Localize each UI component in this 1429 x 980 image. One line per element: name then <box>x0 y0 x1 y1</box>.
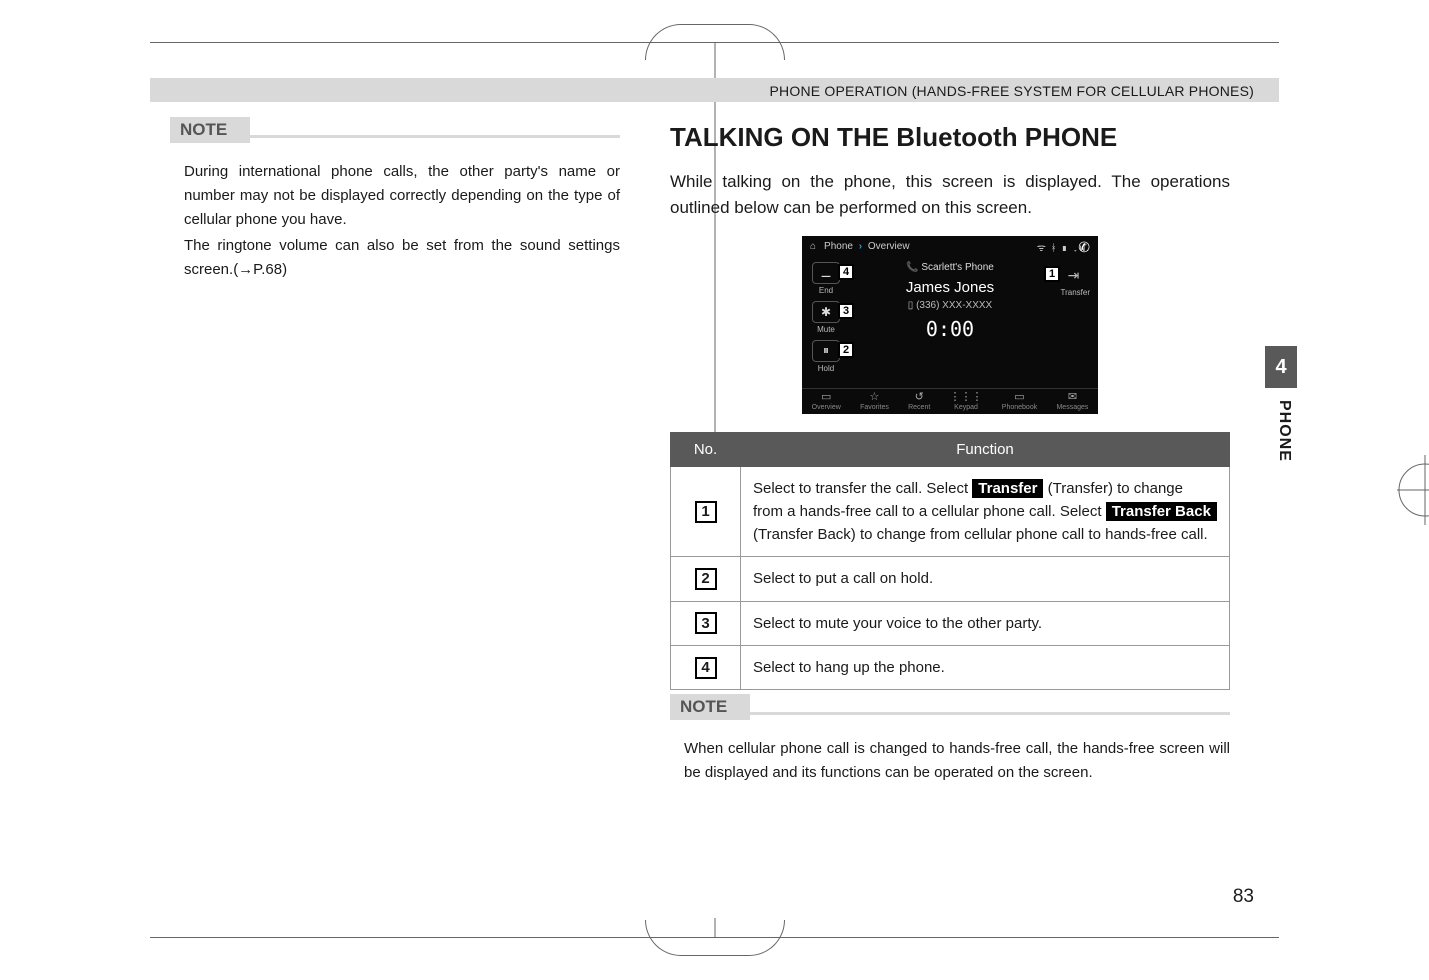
tab-icon: ↺ <box>908 392 930 403</box>
text: (Transfer Back) to change from cellular … <box>753 526 1208 543</box>
tab-icon: ▭ <box>812 392 841 403</box>
phone-screenshot: ⌂ Phone › Overview ᯤ ᚼ ▮ ₊ıl. ✆ ⚊ 4 End … <box>802 236 1098 414</box>
page-title: TALKING ON THE Bluetooth PHONE <box>670 122 1230 153</box>
screenshot-topbar: ⌂ Phone › Overview ᯤ ᚼ ▮ ₊ıl. ✆ <box>802 236 1098 258</box>
transfer-label: Transfer <box>1061 288 1091 297</box>
crop-line-top <box>150 42 1279 43</box>
left-column: NOTE During international phone calls, t… <box>170 135 620 284</box>
tab-icon: ☆ <box>860 392 889 403</box>
row-num: 2 <box>695 568 717 590</box>
table-row: 4 Select to hang up the phone. <box>671 645 1230 689</box>
phone-icon: ▯ <box>908 300 916 311</box>
caller-number: (336) XXX-XXXX <box>916 300 992 311</box>
note-body-right: When cellular phone call is changed to h… <box>670 737 1230 785</box>
col-func: Function <box>741 432 1230 466</box>
button-label: Transfer <box>972 479 1043 498</box>
note-label: NOTE <box>170 117 250 143</box>
hold-label: Hold <box>818 364 834 373</box>
tab-favorites: ☆Favorites <box>860 392 889 411</box>
transfer-icon: ⇥ <box>1061 266 1087 286</box>
tab-icon: ▭ <box>1002 392 1037 403</box>
tab-label: Keypad <box>954 404 978 411</box>
row-desc: Select to transfer the call. Select Tran… <box>741 466 1230 557</box>
tab-icon: ⋮⋮⋮ <box>950 392 983 403</box>
crop-mark-bottom <box>645 920 785 956</box>
breadcrumb: Phone › Overview <box>824 241 910 252</box>
callout-4: 4 <box>838 264 854 280</box>
crumb-b: Overview <box>868 241 910 252</box>
tab-messages: ✉Messages <box>1056 392 1088 411</box>
callout-3: 3 <box>838 303 854 319</box>
tab-icon: ✉ <box>1056 392 1088 403</box>
note-line: The ringtone volume can also be set from… <box>184 234 620 282</box>
table-row: 1 Select to transfer the call. Select Tr… <box>671 466 1230 557</box>
table-row: 2 Select to put a call on hold. <box>671 557 1230 601</box>
note-body-left: During international phone calls, the ot… <box>170 160 620 282</box>
tab-label: Recent <box>908 404 930 411</box>
row-desc: Select to hang up the phone. <box>741 645 1230 689</box>
home-icon: ⌂ <box>810 241 816 252</box>
tab-label: Favorites <box>860 404 889 411</box>
hold-button: ⏸ 2 Hold <box>808 340 844 373</box>
callout-2: 2 <box>838 342 854 358</box>
button-label: Transfer Back <box>1106 502 1217 521</box>
right-column: TALKING ON THE Bluetooth PHONE While tal… <box>670 122 1230 787</box>
table-row: 3 Select to mute your voice to the other… <box>671 601 1230 645</box>
crop-line-bottom <box>150 937 1279 938</box>
transfer-button: 1 ⇥ Transfer <box>1061 266 1091 297</box>
callout-1: 1 <box>1044 266 1060 282</box>
tab-overview: ▭Overview <box>812 392 841 411</box>
note-line: During international phone calls, the ot… <box>184 160 620 232</box>
row-desc: Select to mute your voice to the other p… <box>741 601 1230 645</box>
screenshot-tabs: ▭Overview ☆Favorites ↺Recent ⋮⋮⋮Keypad ▭… <box>802 388 1098 414</box>
hold-icon: ⏸ <box>812 340 840 362</box>
tab-label: Overview <box>812 404 841 411</box>
tab-recent: ↺Recent <box>908 392 930 411</box>
tab-phonebook: ▭Phonebook <box>1002 392 1037 411</box>
tab-label: Messages <box>1056 404 1088 411</box>
note-label: NOTE <box>670 694 750 720</box>
header-section-title: PHONE OPERATION (HANDS-FREE SYSTEM FOR C… <box>770 83 1254 99</box>
page-number: 83 <box>1233 886 1254 908</box>
intro-text: While talking on the phone, this screen … <box>670 169 1230 222</box>
row-desc: Select to put a call on hold. <box>741 557 1230 601</box>
call-duration: 0:00 <box>802 317 1098 341</box>
row-num: 3 <box>695 612 717 634</box>
row-num: 4 <box>695 657 717 679</box>
function-table: No. Function 1 Select to transfer the ca… <box>670 432 1230 691</box>
text: Select to transfer the call. Select <box>753 480 972 497</box>
phone-name: Scarlett's Phone <box>921 262 994 273</box>
col-no: No. <box>671 432 741 466</box>
tab-label: Phonebook <box>1002 404 1037 411</box>
crumb-a: Phone <box>824 241 853 252</box>
tab-keypad: ⋮⋮⋮Keypad <box>950 392 983 411</box>
note-block-right: NOTE When cellular phone call is changed… <box>670 712 1230 785</box>
chapter-tab: 4 <box>1265 346 1297 388</box>
row-num: 1 <box>695 501 717 523</box>
crop-mark-right <box>1397 445 1429 535</box>
table-header: No. Function <box>671 432 1230 466</box>
bt-icon: 📞 <box>906 262 921 273</box>
chapter-label: PHONE <box>1275 400 1293 462</box>
handset-icon: ✆ <box>1078 239 1090 256</box>
note-text: When cellular phone call is changed to h… <box>684 737 1230 785</box>
chevron-icon: › <box>859 241 862 252</box>
